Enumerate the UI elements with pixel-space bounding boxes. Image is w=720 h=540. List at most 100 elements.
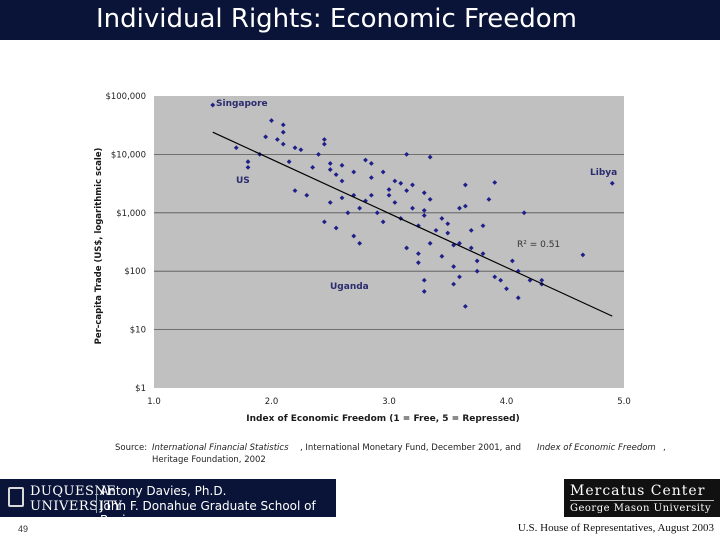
data-point — [457, 240, 462, 246]
data-point — [274, 137, 280, 142]
data-point — [445, 230, 451, 236]
data-point — [380, 169, 386, 175]
data-point — [327, 200, 333, 205]
data-point — [363, 198, 368, 204]
data-point — [415, 260, 421, 266]
plot-area — [154, 96, 624, 388]
source-label: Source: — [115, 443, 148, 453]
data-point — [451, 281, 457, 287]
data-point — [404, 152, 410, 157]
data-point — [439, 216, 445, 221]
scatter-chart: $1 $10 $100 $1,000 $10,000 $100,000 1.0 2.0 3.0… — [94, 92, 631, 424]
data-point — [280, 122, 286, 128]
presenter-name: Antony Davies, Ph.D. — [100, 484, 227, 498]
data-point — [498, 277, 504, 283]
data-point — [392, 200, 398, 205]
source-heritage: Heritage Foundation, 2002 — [152, 455, 266, 465]
data-point — [333, 225, 339, 231]
data-point — [439, 253, 445, 259]
mercatus-rule — [570, 500, 714, 501]
mercatus-logo: Mercatus Center George Mason University — [564, 479, 720, 517]
data-point — [451, 242, 457, 248]
data-point — [410, 182, 415, 188]
data-point — [316, 152, 321, 157]
data-point — [504, 286, 509, 292]
footer-venue: U.S. House of Representatives, August 20… — [517, 522, 714, 534]
data-point — [462, 203, 468, 209]
duquesne-crest-icon — [8, 487, 24, 507]
data-point — [392, 178, 398, 184]
data-point — [421, 277, 427, 283]
data-point — [245, 164, 251, 170]
data-point — [468, 245, 474, 251]
data-point — [351, 192, 357, 198]
trend-line — [212, 131, 613, 317]
annotation-uganda: Uganda — [330, 282, 369, 292]
x-axis-ticks: 1.0 2.0 3.0 4.0 5.0 — [147, 397, 631, 407]
data-point — [304, 192, 310, 198]
data-point — [480, 223, 486, 229]
x-tick-label: 3.0 — [382, 397, 396, 407]
data-point — [427, 196, 433, 202]
data-point — [321, 219, 327, 225]
data-point — [368, 192, 374, 198]
y-tick-label: $10 — [130, 326, 146, 336]
data-point — [363, 157, 368, 163]
data-point — [380, 219, 386, 225]
data-point — [263, 134, 269, 140]
data-point — [339, 178, 345, 184]
mercatus-wordmark: Mercatus Center — [570, 483, 706, 499]
x-tick-label: 4.0 — [500, 397, 514, 407]
data-point — [427, 240, 433, 246]
duquesne-logo: DUQUESNE UNIVERSITY Antony Davies, Ph.D.… — [0, 479, 336, 527]
data-point — [415, 223, 421, 229]
data-point — [357, 205, 363, 211]
data-point — [527, 277, 533, 283]
data-point — [515, 295, 521, 301]
data-point — [457, 205, 462, 211]
duquesne-wordmark-line2: UNIVERSITY — [30, 499, 123, 514]
data-point — [474, 258, 480, 264]
data-point — [468, 227, 474, 233]
data-point — [433, 227, 439, 233]
duquesne-wordmark-line1: DUQUESNE — [30, 484, 117, 499]
y-tick-label: $1 — [135, 384, 146, 394]
data-point — [339, 162, 345, 168]
data-point — [292, 188, 298, 193]
data-point — [351, 233, 357, 239]
data-point — [245, 159, 251, 165]
data-point — [427, 154, 433, 160]
data-point — [357, 240, 363, 246]
source-ief: Index of Economic Freedom — [537, 443, 656, 453]
data-point — [298, 147, 304, 153]
data-point — [321, 141, 327, 147]
data-point — [580, 252, 586, 258]
data-point — [609, 180, 615, 186]
gmu-wordmark: George Mason University — [570, 503, 712, 514]
data-point — [445, 221, 451, 227]
page-number: 49 — [18, 524, 29, 534]
data-point — [398, 180, 404, 186]
data-point — [368, 161, 374, 166]
data-point — [327, 167, 333, 172]
data-point — [521, 210, 527, 216]
logo-divider — [96, 485, 97, 513]
data-point — [351, 169, 357, 175]
data-point — [327, 161, 333, 166]
data-point — [462, 182, 468, 188]
data-point — [457, 274, 462, 280]
data-point — [292, 145, 298, 151]
data-point — [480, 251, 486, 257]
data-point — [269, 118, 274, 123]
data-point — [345, 210, 351, 216]
data-point — [509, 258, 515, 264]
data-point — [421, 213, 427, 218]
data-point — [410, 205, 415, 211]
data-point — [210, 102, 216, 108]
annotation-us: US — [236, 176, 250, 186]
data-point — [386, 192, 392, 198]
y-tick-label: $1,000 — [116, 209, 146, 219]
data-point — [286, 159, 292, 165]
data-point — [386, 187, 392, 192]
data-point — [310, 164, 316, 170]
